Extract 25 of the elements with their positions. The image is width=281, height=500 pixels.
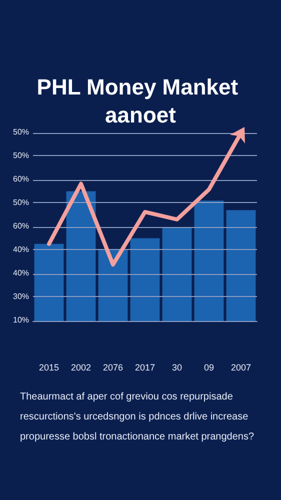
x-tick-label: 2002	[70, 362, 92, 372]
bar	[226, 210, 256, 321]
text: 50%	[13, 128, 30, 136]
text: propuresse bobsl tronactionance market prangdens?	[20, 432, 254, 442]
bar	[194, 200, 224, 321]
text: 50%	[13, 198, 30, 207]
x-tick-label: 30	[172, 362, 182, 372]
x-tick-label: 2007	[230, 362, 252, 372]
text: Theaurmact af aper cof greviou cos repurpisade	[20, 392, 234, 402]
text: rescurctions's urcedsngon is pdnces drlive increase	[20, 412, 249, 422]
text: 40%	[13, 245, 30, 254]
text: 60%	[13, 222, 30, 230]
bar	[162, 227, 192, 321]
bar	[130, 238, 160, 321]
text: 40%	[13, 268, 30, 278]
text: 60%	[13, 174, 30, 184]
x-tick-label: 09	[204, 362, 214, 372]
text: 30%	[13, 292, 30, 301]
x-tick-label: 2015	[38, 362, 60, 372]
text: 50%	[13, 151, 30, 160]
bar	[34, 244, 64, 321]
x-tick-label: 2017	[134, 362, 156, 372]
text: 10%	[13, 316, 30, 324]
x-tick-label: 2076	[102, 362, 124, 372]
chart-title: PHL Money Manket aanoet	[36, 74, 244, 128]
